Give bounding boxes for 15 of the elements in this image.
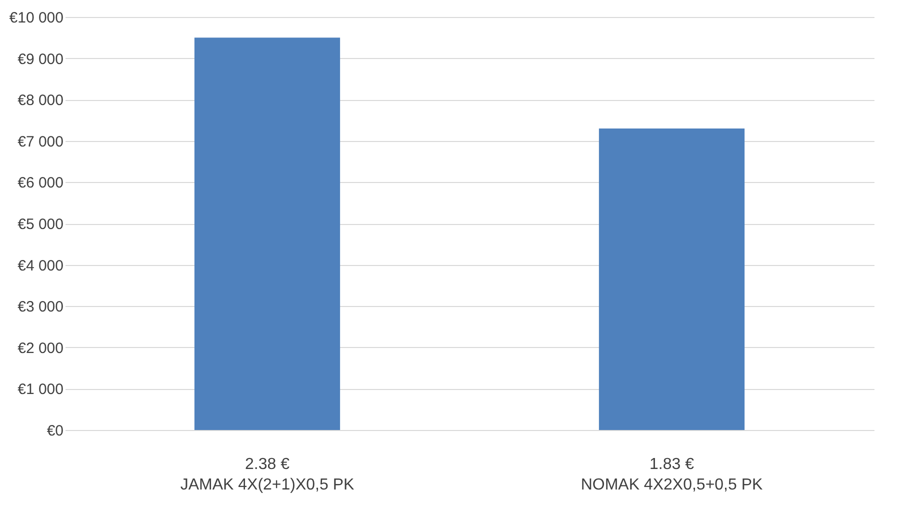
y-tick-label: €3 000 [18,298,64,316]
y-tick-label: €2 000 [18,340,64,357]
y-tick-label: €5 000 [18,216,64,233]
x-tick-label: JAMAK 4X(2+1)X0,5 PK [180,476,355,494]
x-tick-label: NOMAK 4X2X0,5+0,5 PK [580,476,764,494]
y-tick-label: €0 [46,422,64,440]
y-tick-label: €4 000 [18,257,64,274]
y-tick-label: €9 000 [18,50,64,68]
y-tick-label: €8 000 [18,92,64,110]
y-tick-label: €7 000 [18,133,64,150]
text: 1.83 € [650,456,694,473]
y-tick-label: €10 000 [9,10,64,26]
text: 2.38 € [245,456,290,473]
y-tick-label: €6 000 [18,174,64,192]
y-tick-label: €1 000 [18,381,64,398]
